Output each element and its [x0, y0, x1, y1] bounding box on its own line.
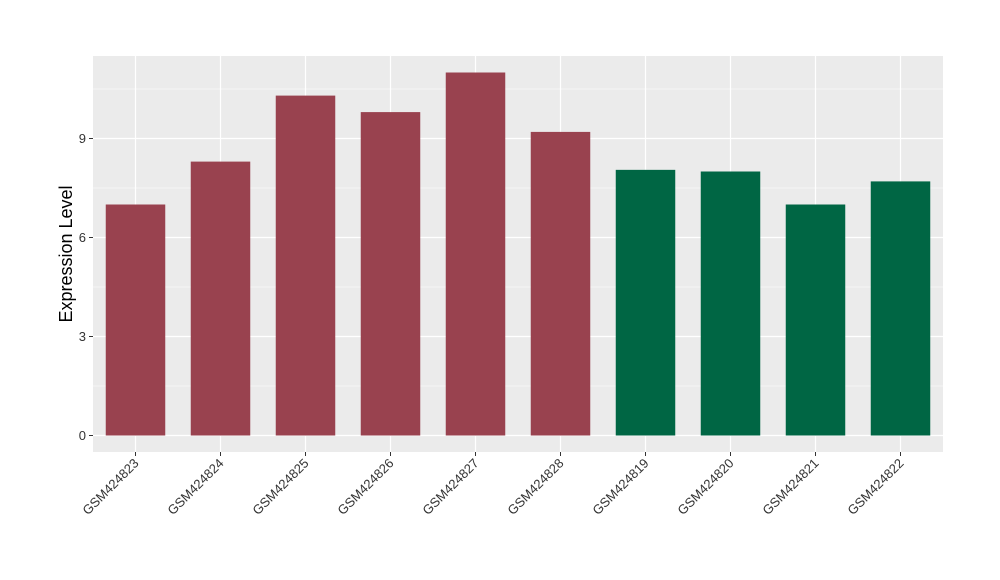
y-axis-title: Expression Level — [56, 185, 76, 322]
x-tick-label: GSM424820 — [674, 456, 736, 518]
bar-GSM424822 — [870, 181, 931, 436]
x-axis: GSM424823 GSM424824 GSM424825 GSM424826 GSM4… — [79, 452, 907, 518]
bars — [105, 72, 931, 436]
x-tick-label: GSM424819 — [589, 456, 651, 518]
x-tick-label: GSM424825 — [249, 456, 311, 518]
x-tick-label: GSM424826 — [334, 456, 396, 518]
x-tick-label: GSM424821 — [759, 456, 821, 518]
y-tick-label: 9 — [79, 131, 86, 146]
bar-GSM424826 — [360, 112, 421, 436]
y-tick-label: 3 — [79, 329, 86, 344]
bar-GSM424821 — [785, 204, 846, 436]
bar-GSM424825 — [275, 95, 336, 436]
x-tick-label: GSM424822 — [844, 456, 906, 518]
y-tick-label: 0 — [79, 428, 86, 443]
bar-GSM424823 — [105, 204, 166, 436]
bar-GSM424828 — [530, 131, 591, 436]
y-axis: 0 3 6 9 — [79, 131, 93, 443]
x-tick-label: GSM424823 — [79, 456, 141, 518]
y-tick-label: 6 — [79, 230, 86, 245]
bar-GSM424824 — [190, 161, 251, 436]
x-tick-label: GSM424827 — [419, 456, 481, 518]
bar-GSM424827 — [445, 72, 506, 436]
bar-GSM424819 — [615, 169, 676, 436]
bar-GSM424820 — [700, 171, 761, 436]
x-tick-label: GSM424824 — [164, 456, 226, 518]
x-tick-label: GSM424828 — [504, 456, 566, 518]
